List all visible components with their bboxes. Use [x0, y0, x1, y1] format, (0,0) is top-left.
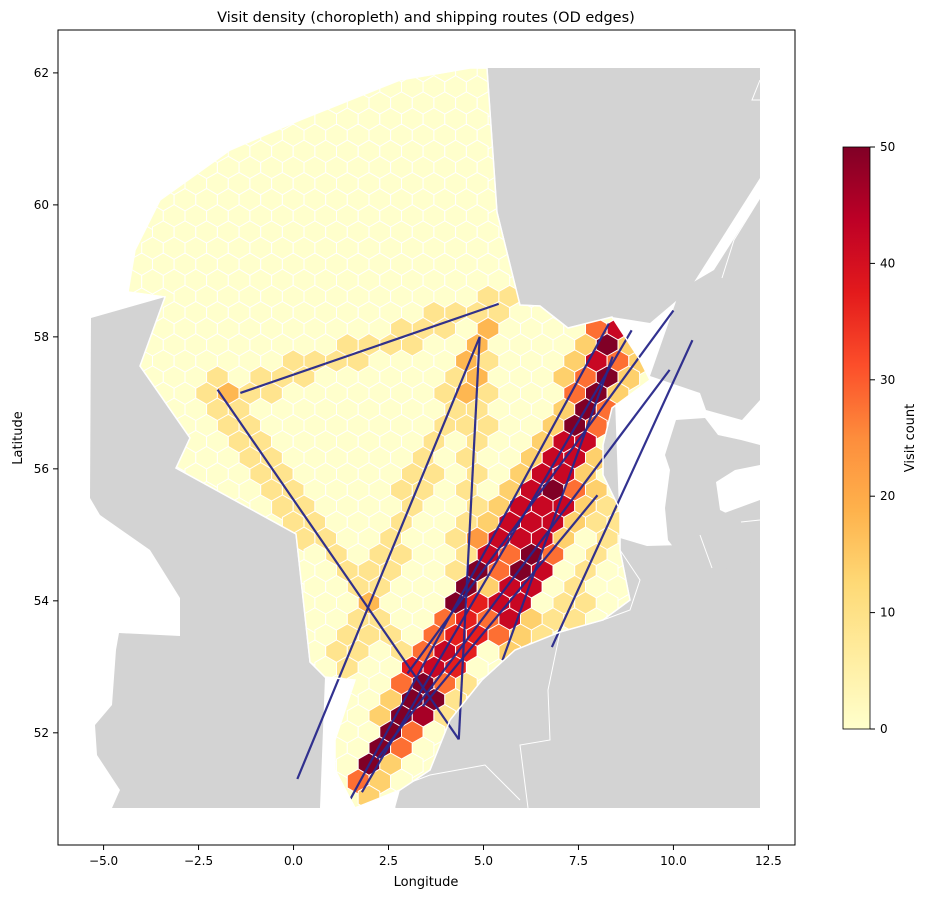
- colorbar-label: Visit count: [903, 404, 918, 473]
- x-tick-label: 10.0: [660, 854, 687, 868]
- y-tick-label: 58: [34, 330, 49, 344]
- x-tick-label: 7.5: [569, 854, 588, 868]
- country-border: [389, 764, 521, 809]
- y-axis-label: Latitude: [11, 411, 26, 465]
- country-border: [699, 534, 713, 569]
- colorbar: 0 10 20 30 40 50 Visit count: [842, 140, 918, 736]
- plot-area: [58, 30, 795, 845]
- x-tick-label: −2.5: [184, 854, 213, 868]
- y-tick-label: 62: [34, 66, 49, 80]
- country-border: [721, 197, 761, 279]
- route-line-10: [550, 339, 694, 648]
- route-line-4: [349, 323, 610, 800]
- x-tick-label: 5.0: [474, 854, 493, 868]
- y-tick-label: 56: [34, 462, 49, 476]
- route-line-3: [296, 336, 481, 780]
- route-line-0: [239, 302, 500, 394]
- y-tick-label: 52: [34, 726, 49, 740]
- colorbar-gradient: [842, 146, 871, 730]
- route-line-1: [216, 389, 460, 741]
- land-continent: [395, 317, 760, 808]
- x-tick-label: 2.5: [379, 854, 398, 868]
- land-norway: [487, 68, 760, 328]
- colorbar-tick-label: 20: [880, 489, 895, 503]
- x-axis-ticks: −5.0 −2.5 0.0 2.5 5.0 7.5 10.0 12.5: [89, 845, 782, 868]
- x-tick-label: −5.0: [89, 854, 118, 868]
- colorbar-tick-label: 30: [880, 373, 895, 387]
- colorbar-tick-label: 0: [880, 722, 888, 736]
- chart-title: Visit density (choropleth) and shipping …: [217, 10, 635, 26]
- x-axis-label: Longitude: [394, 875, 459, 890]
- x-tick-label: 0.0: [284, 854, 303, 868]
- y-axis-ticks: 52 54 56 58 60 62: [34, 66, 58, 740]
- y-tick-label: 54: [34, 594, 49, 608]
- land-sweden-south: [700, 500, 760, 808]
- colorbar-ticks: 0 10 20 30 40 50: [870, 140, 895, 736]
- colorbar-tick-label: 40: [880, 256, 895, 270]
- country-border: [751, 79, 761, 101]
- route-line-9: [501, 356, 614, 661]
- land-uk: [90, 297, 325, 808]
- land-scandinavia-east: [650, 198, 760, 420]
- route-line-7: [406, 309, 675, 675]
- route-layer: [216, 302, 694, 800]
- route-line-5: [360, 329, 633, 793]
- colorbar-tick-label: 50: [880, 140, 895, 154]
- country-border: [740, 519, 761, 523]
- route-line-6: [376, 369, 671, 760]
- plot-frame: [57, 29, 796, 846]
- country-border: [602, 549, 641, 621]
- x-tick-label: 12.5: [755, 854, 782, 868]
- hexbin-layer: [128, 68, 650, 808]
- route-line-2: [457, 336, 481, 740]
- country-border: [519, 631, 561, 809]
- land-layer: [90, 68, 761, 809]
- sea-boundary: [127, 67, 651, 809]
- y-tick-label: 60: [34, 198, 49, 212]
- colorbar-tick-label: 10: [880, 606, 895, 620]
- route-line-8: [421, 494, 599, 708]
